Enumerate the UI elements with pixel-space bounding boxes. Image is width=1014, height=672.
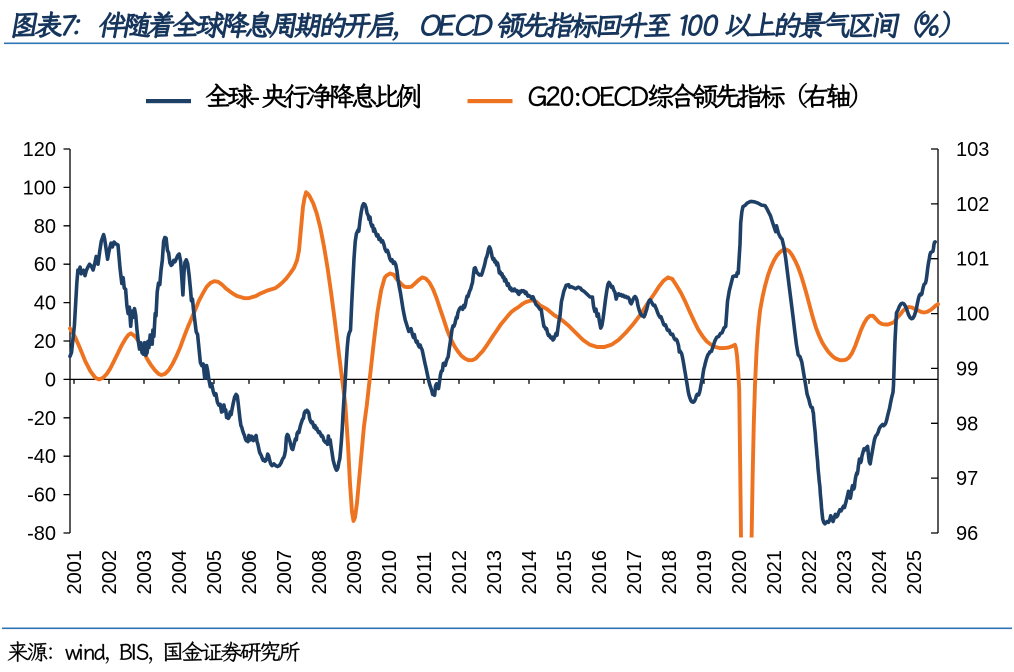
- svg-text:2006: 2006: [239, 550, 261, 595]
- svg-text:2024: 2024: [869, 550, 891, 595]
- svg-text:2011: 2011: [414, 551, 436, 594]
- svg-text:2025: 2025: [904, 550, 926, 595]
- svg-text:2019: 2019: [694, 550, 716, 595]
- svg-text:-80: -80: [27, 523, 56, 545]
- svg-text:103: 103: [956, 139, 989, 161]
- svg-text:2015: 2015: [554, 550, 576, 595]
- svg-text:2012: 2012: [449, 550, 471, 595]
- svg-text:2002: 2002: [99, 550, 121, 595]
- svg-text:-40: -40: [27, 446, 56, 468]
- svg-text:2007: 2007: [274, 550, 296, 595]
- svg-text:2008: 2008: [309, 550, 331, 595]
- svg-text:2004: 2004: [169, 550, 191, 595]
- svg-text:2009: 2009: [344, 550, 366, 595]
- svg-text:99: 99: [956, 358, 978, 380]
- svg-text:100: 100: [956, 304, 989, 326]
- svg-text:2001: 2001: [64, 550, 86, 595]
- svg-text:60: 60: [34, 254, 56, 276]
- svg-text:2020: 2020: [729, 550, 751, 595]
- svg-text:98: 98: [956, 413, 978, 435]
- svg-text:2010: 2010: [379, 550, 401, 595]
- svg-text:40: 40: [34, 293, 56, 315]
- svg-text:2022: 2022: [799, 550, 821, 595]
- svg-text:2021: 2021: [764, 550, 786, 595]
- svg-text:97: 97: [956, 468, 978, 490]
- svg-text:0: 0: [45, 369, 56, 391]
- svg-text:120: 120: [23, 139, 56, 161]
- svg-text:2014: 2014: [519, 550, 541, 595]
- svg-text:20: 20: [34, 331, 56, 353]
- svg-text:2017: 2017: [624, 550, 646, 595]
- svg-text:2013: 2013: [484, 550, 506, 595]
- svg-text:96: 96: [956, 523, 978, 545]
- svg-text:102: 102: [956, 194, 989, 216]
- svg-text:2003: 2003: [134, 550, 156, 595]
- svg-text:2016: 2016: [589, 550, 611, 595]
- svg-text:2023: 2023: [834, 550, 856, 595]
- svg-text:-20: -20: [27, 408, 56, 430]
- svg-text:2005: 2005: [204, 550, 226, 595]
- svg-text:100: 100: [23, 177, 56, 199]
- svg-text:2018: 2018: [659, 550, 681, 595]
- svg-text:-60: -60: [27, 485, 56, 507]
- svg-text:101: 101: [956, 249, 989, 271]
- svg-text:80: 80: [34, 216, 56, 238]
